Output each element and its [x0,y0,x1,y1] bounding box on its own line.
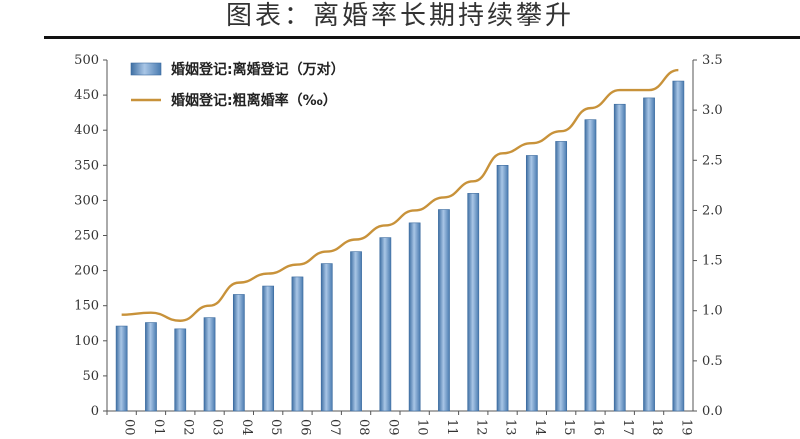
x-tick-label: 17 [620,419,635,436]
bar [320,263,333,412]
x-tick-label: 16 [590,419,605,436]
x-tick-label: 14 [532,419,547,436]
right-tick-label: 1.5 [702,254,723,269]
x-tick-label: 07 [327,419,342,436]
x-tick-label: 13 [503,419,518,436]
title-rule [44,36,800,39]
x-tick-label: 02 [180,419,195,436]
bar [291,276,304,412]
x-tick-label: 01 [151,419,166,436]
x-tick-label: 06 [297,419,312,436]
rate-line [121,68,679,322]
bar [145,322,157,412]
bar [467,193,480,412]
left-tick-label: 350 [74,158,99,173]
left-tick-label: 100 [74,334,99,349]
bar [262,285,275,412]
right-tick-label: 3.0 [702,103,723,118]
bar [613,103,626,412]
bar [643,97,655,412]
x-tick-label: 03 [210,419,225,436]
bar [350,251,362,412]
right-axis: 0.0 0.5 1.0 1.5 2.0 2.5 3.0 3.5 [692,53,723,419]
bar [584,119,597,412]
x-tick-label: 00 [122,419,137,436]
x-tick-label: 10 [415,419,430,436]
x-tick-label: 05 [268,419,283,436]
x-tick-label: 19 [678,419,693,436]
right-tick-label: 0.0 [702,404,723,419]
left-tick-label: 450 [74,88,99,103]
right-tick-label: 0.5 [702,354,723,369]
x-tick-label: 15 [561,419,576,436]
left-tick-label: 50 [82,369,99,384]
legend-swatch-bar [130,62,162,76]
left-axis: 0 50 100 150 200 250 300 350 400 450 500 [74,53,108,419]
left-tick-label: 0 [91,404,99,419]
bar [408,222,421,412]
bar [438,209,450,412]
line-series [121,68,679,322]
bar [174,328,187,412]
right-tick-label: 3.5 [702,53,723,68]
right-tick-label: 2.0 [702,203,723,218]
left-tick-label: 500 [74,53,99,68]
right-tick-label: 1.0 [702,304,723,319]
bar [496,165,509,412]
bar [379,237,392,412]
x-tick-label: 18 [649,419,664,436]
bar [232,294,245,412]
chart-title: 图表：离婚率长期持续攀升 [225,1,574,31]
left-tick-label: 200 [74,264,99,279]
x-tick-label: 08 [356,419,371,436]
left-tick-label: 250 [74,229,99,244]
bar [555,141,568,412]
x-tick-label: 04 [239,419,254,436]
legend-label-bar: 婚姻登记:离婚登记（万对） [171,61,345,78]
left-tick-label: 300 [74,193,99,208]
x-tick-label: 11 [444,419,459,436]
bar [203,317,216,412]
bar [672,80,685,412]
bar-series [115,80,685,412]
left-tick-label: 400 [74,123,99,138]
x-tick-label: 12 [473,419,488,436]
legend-label-line: 婚姻登记:粗离婚率（‰） [171,92,337,109]
right-tick-label: 2.5 [702,153,723,168]
x-tick-label: 09 [385,419,400,436]
bar [525,155,538,412]
bar [115,325,128,412]
legend: 婚姻登记:离婚登记（万对） 婚姻登记:粗离婚率（‰） [130,61,345,109]
x-axis: 00 01 02 03 04 05 06 07 08 09 10 11 12 13 14 15 16 17 18 19 [106,410,693,436]
left-tick-label: 150 [74,299,99,314]
